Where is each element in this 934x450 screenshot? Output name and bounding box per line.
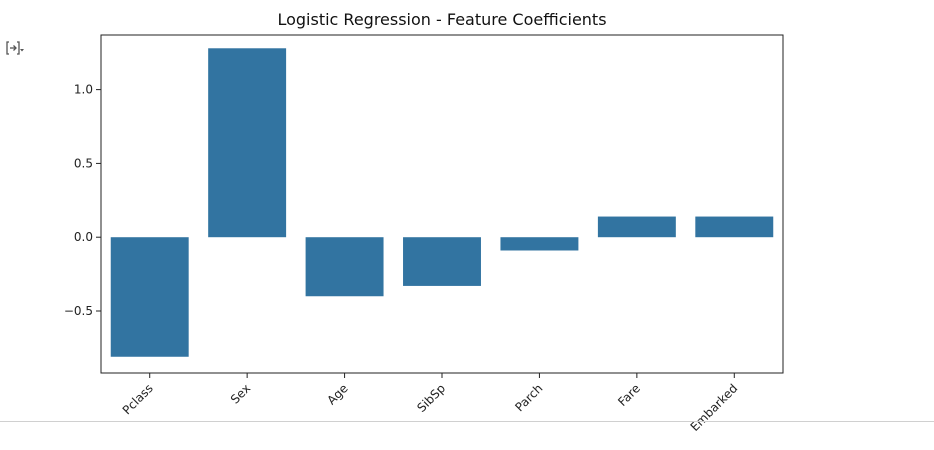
bar-sibsp [403,237,481,286]
x-tick-label: Pclass [120,381,156,417]
bar-embarked [695,216,774,238]
x-tick-label: SibSp [414,381,448,415]
output-divider [0,421,934,422]
output-toggle-button[interactable] [4,38,26,58]
plot-frame [100,34,784,374]
y-tick-label: −0.5 [64,304,93,318]
x-tick-label: Fare [615,381,643,409]
x-tick-label: Parch [512,381,545,414]
bar-parch [500,237,579,251]
y-axis: −0.5 0.0 0.5 1.0 [64,83,101,318]
x-tick-label: Age [324,381,350,407]
bar-age [305,237,384,297]
bar-pclass [110,237,189,357]
bars-layer [110,48,774,357]
x-tick-label: Sex [228,381,253,406]
chart-title: Logistic Regression - Feature Coefficien… [277,10,606,29]
x-tick-label: Embarked [688,381,741,434]
bar-sex [208,48,287,238]
output-collapse-icon [6,41,24,55]
x-axis: Pclass Sex Age SibSp Parch Fare Embarked [120,373,741,434]
y-tick-label: 1.0 [74,83,93,97]
y-tick-label: 0.0 [74,230,93,244]
y-tick-label: 0.5 [74,156,93,170]
bar-fare [597,216,676,238]
